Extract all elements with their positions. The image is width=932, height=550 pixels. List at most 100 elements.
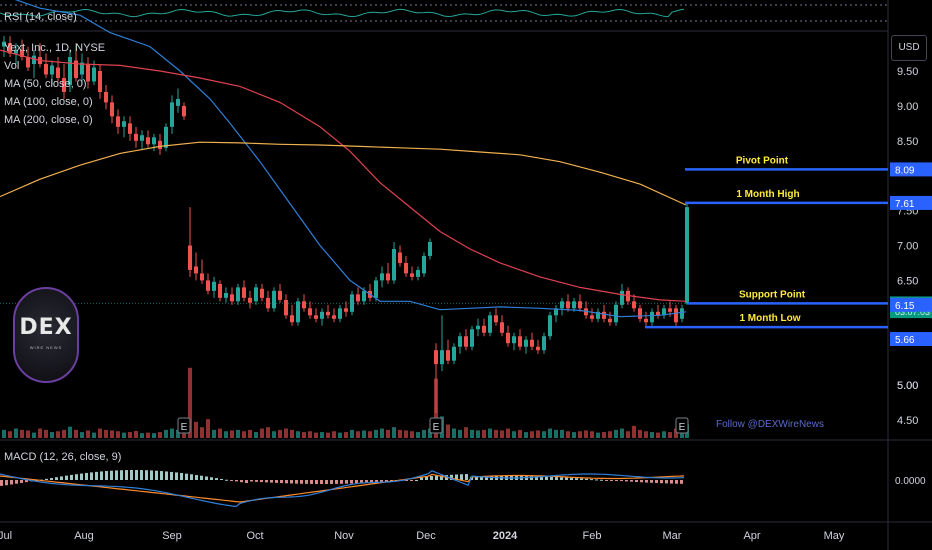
macd-histogram-bar [455, 474, 458, 480]
macd-histogram-bar [540, 476, 543, 480]
candle [218, 283, 222, 298]
macd-histogram-bar [560, 477, 563, 480]
volume-bar [452, 428, 456, 438]
candle [326, 311, 330, 316]
candle [296, 301, 300, 323]
volume-bar [494, 429, 498, 438]
volume-bar [314, 432, 318, 438]
volume-bar [92, 432, 96, 438]
candle [164, 126, 168, 148]
volume-bar [242, 431, 246, 438]
macd-histogram-bar [325, 480, 328, 484]
macd-histogram-bar [385, 480, 388, 482]
candle [392, 248, 396, 281]
macd-histogram-bar [435, 475, 438, 480]
candle [284, 299, 288, 316]
price-axis-label-text: 8.09 [895, 165, 915, 176]
macd-histogram-bar [430, 476, 433, 480]
volume-bar [266, 427, 270, 438]
candle [20, 50, 24, 58]
y-tick-label: 7.00 [897, 241, 918, 253]
volume-bar [44, 429, 48, 438]
candle [428, 242, 432, 256]
macd-histogram-bar [420, 476, 423, 480]
volume-bar [488, 428, 492, 438]
macd-histogram-bar [170, 471, 173, 480]
candle [374, 280, 378, 298]
macd-histogram-bar [120, 470, 123, 480]
candle [518, 336, 522, 347]
macd-histogram-bar [65, 475, 68, 480]
candle [566, 301, 570, 309]
candle [50, 65, 54, 75]
candle [662, 308, 666, 316]
x-tick-label: May [824, 530, 845, 542]
macd-histogram-bar [670, 480, 673, 484]
volume-bar [512, 431, 516, 438]
macd-histogram-bar [425, 476, 428, 480]
candle [134, 133, 138, 141]
volume-bar [464, 427, 468, 438]
volume-bar [110, 430, 114, 438]
candle [62, 77, 66, 92]
macd-zero-label: 0.0000 [895, 476, 926, 487]
candle [608, 318, 612, 323]
macd-histogram-bar [465, 474, 468, 480]
candle [302, 301, 306, 309]
macd-histogram-bar [680, 480, 683, 484]
volume-bar [14, 428, 18, 438]
candle [344, 308, 348, 312]
candle [74, 60, 78, 78]
level-label: 1 Month High [736, 189, 799, 200]
macd-histogram-bar [615, 480, 618, 481]
candle [440, 350, 444, 365]
macd-histogram-bar [190, 474, 193, 480]
macd-histogram-bar [660, 480, 663, 484]
volume-bar [416, 432, 420, 438]
candle [464, 336, 468, 347]
volume-bar [212, 429, 216, 438]
macd-histogram-bar [75, 474, 78, 480]
macd-histogram-bar [610, 480, 613, 481]
candle [122, 121, 126, 127]
macd-histogram-bar [70, 474, 73, 480]
volume-bar [194, 421, 198, 438]
volume-bar [308, 431, 312, 438]
macd-histogram-bar [15, 480, 18, 484]
macd-histogram-bar [565, 477, 568, 480]
macd-histogram-bar [265, 480, 268, 483]
macd-histogram-bar [535, 476, 538, 480]
volume-bar [446, 424, 450, 438]
candle [248, 297, 252, 303]
macd-histogram-bar [245, 480, 248, 484]
volume-bar [338, 432, 342, 438]
candle [86, 64, 90, 82]
candle [416, 269, 420, 277]
macd-histogram-bar [475, 476, 478, 480]
candle [170, 102, 174, 127]
macd-histogram-bar [85, 472, 88, 480]
candle [14, 50, 18, 54]
volume-bar [410, 431, 414, 438]
candle [8, 43, 12, 54]
macd-histogram-bar [280, 480, 283, 484]
candle [494, 315, 498, 323]
currency-button[interactable]: USD [891, 35, 927, 61]
price-axis-label [890, 195, 932, 210]
volume-bar [680, 429, 684, 438]
volume-bar [590, 431, 594, 438]
volume-bar [386, 429, 390, 438]
candle [602, 311, 606, 319]
candle [350, 294, 354, 312]
volume-bar [236, 429, 240, 438]
candle [614, 304, 618, 323]
macd-histogram-bar [585, 478, 588, 480]
x-tick-label: Feb [583, 530, 602, 542]
macd-histogram-bar [240, 480, 243, 483]
dex-logo: DEX WIRE NEWS [13, 287, 79, 383]
earnings-marker-label: E [679, 422, 686, 433]
volume-bar [116, 431, 120, 438]
macd-histogram-bar [665, 480, 668, 484]
y-tick-label: 4.50 [897, 415, 918, 427]
